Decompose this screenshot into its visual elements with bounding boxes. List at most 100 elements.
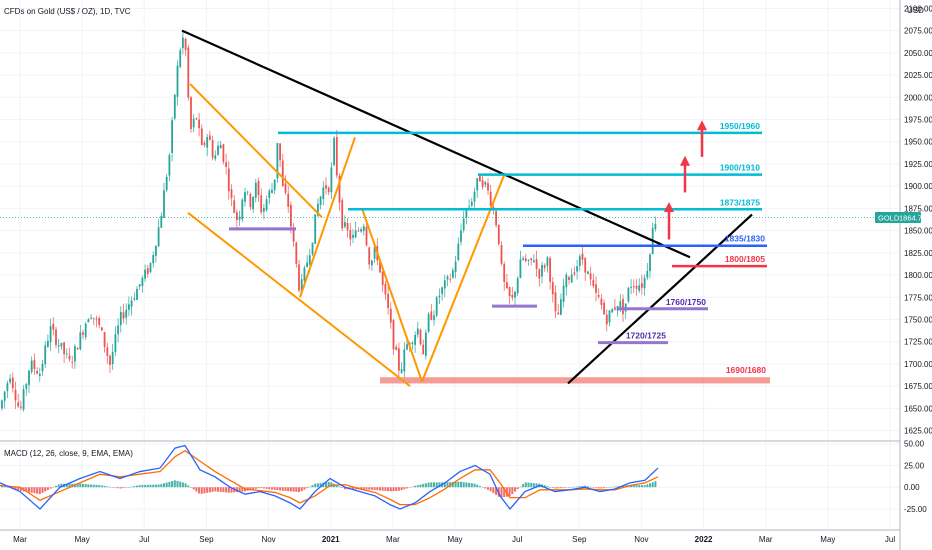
candle-body: [406, 344, 408, 350]
candle-body: [384, 283, 387, 295]
macd-histogram-bar: [300, 487, 303, 492]
candle-body: [14, 389, 17, 401]
candle-body: [249, 193, 252, 208]
candle-body: [71, 361, 74, 363]
macd-histogram-bar: [265, 487, 268, 489]
macd-histogram-bar: [17, 487, 20, 491]
price-tick-label: 1700.00: [904, 360, 932, 369]
candle-body: [416, 328, 419, 335]
candle-body: [503, 263, 506, 283]
macd-histogram-bar: [603, 487, 606, 489]
macd-histogram-bar: [144, 484, 147, 488]
candle-body: [128, 304, 130, 310]
time-axis[interactable]: Mar May Jul Sep Nov 2021 Mar May Jul Sep Nov 2022 Ma…: [13, 535, 895, 544]
macd-histogram-bar: [503, 487, 506, 498]
channel-line: [361, 208, 423, 383]
candle-body: [311, 242, 314, 255]
candle-body: [82, 332, 84, 335]
macd-histogram-bar: [543, 485, 546, 488]
macd-histogram-bar: [114, 487, 117, 488]
macd-histogram-bar: [36, 487, 39, 494]
macd-histogram-bar: [111, 487, 114, 488]
candle-body: [87, 319, 90, 323]
macd-histogram-bar: [41, 487, 44, 493]
macd-axis[interactable]: 50.00 25.00 0.00 -25.00: [904, 440, 927, 514]
candle-body: [365, 227, 368, 246]
macd-histogram-bar: [570, 487, 573, 488]
candle-body: [354, 230, 357, 238]
macd-histogram-bar: [119, 487, 122, 489]
macd-histogram-bar: [651, 482, 654, 488]
candle-body: [49, 326, 52, 343]
macd-histogram-bar: [635, 485, 638, 488]
candle-body: [398, 348, 400, 371]
time-tick-label: Sep: [572, 535, 587, 544]
candle-body: [211, 140, 214, 158]
macd-histogram-bar: [103, 485, 106, 488]
candle-body: [254, 182, 257, 198]
candle-body: [608, 310, 611, 323]
price-axis[interactable]: 2100.00 2075.00 2050.00 2025.00 2000.00 1975.…: [904, 4, 932, 435]
candle-body: [581, 253, 584, 260]
candle-body: [263, 208, 265, 212]
macd-histogram-bar: [57, 484, 60, 488]
macd-histogram-bar: [289, 487, 292, 492]
level-label: 1900/1910: [720, 163, 760, 173]
macd-histogram-bar: [546, 486, 549, 488]
candle-body: [573, 272, 576, 275]
macd-histogram-bar: [352, 487, 354, 490]
macd-histogram-bar: [127, 487, 130, 488]
macd-histogram-bar: [241, 487, 244, 492]
macd-histogram-bar: [535, 483, 538, 488]
macd-histogram-bar: [314, 483, 317, 488]
macd-histogram-bar: [227, 487, 230, 493]
channel-line: [187, 212, 411, 387]
trendline: [567, 213, 753, 385]
level-label: 1950/1960: [720, 121, 760, 131]
macd-histogram-bar: [90, 484, 93, 488]
macd-histogram-bar: [411, 486, 414, 488]
time-tick-label: Nov: [261, 535, 275, 544]
candle-body: [163, 190, 165, 218]
candle-body: [632, 286, 635, 288]
macd-histogram-bar: [516, 487, 519, 490]
price-tick-label: 1850.00: [904, 227, 932, 236]
candle-body: [74, 346, 76, 362]
macd-histogram-bar: [470, 483, 473, 488]
price-tick-label: 1625.00: [904, 427, 932, 436]
candle-body: [325, 185, 327, 189]
candle-body: [38, 373, 41, 377]
last-price-badge: GOLD 1864.74: [875, 212, 926, 224]
candle-body: [454, 261, 457, 273]
macd-tick-label: -25.00: [904, 505, 927, 514]
candle-body: [79, 332, 82, 350]
macd-histogram-bar: [109, 486, 111, 488]
macd-histogram-bar: [176, 480, 179, 488]
candle-body: [130, 300, 133, 307]
macd-histogram-bar: [592, 487, 595, 488]
macd-histogram-bar: [198, 487, 201, 494]
candle-body: [152, 255, 155, 264]
candle-body: [346, 222, 349, 231]
macd-histogram-bar: [190, 487, 192, 488]
macd-histogram-bar: [79, 483, 82, 488]
macd-histogram-bar: [640, 485, 643, 488]
macd-histogram-bar: [557, 487, 560, 489]
macd-histogram-bar: [608, 487, 611, 488]
candle-body: [241, 199, 244, 220]
macd-histogram-bar: [460, 481, 462, 488]
candle-body: [290, 204, 292, 227]
macd-histogram-bar: [414, 485, 417, 488]
candle-body: [578, 256, 581, 266]
macd-histogram-bar: [416, 485, 419, 488]
macd-histogram-bar: [82, 483, 84, 488]
candle-body: [597, 294, 600, 297]
candle-body: [55, 329, 57, 345]
candle-body: [260, 195, 263, 213]
candle-body: [649, 254, 651, 272]
macd-histogram-bar: [160, 484, 163, 488]
candle-body: [84, 323, 87, 338]
macd-histogram-bar: [208, 487, 211, 493]
macd-tick-label: 50.00: [904, 440, 925, 449]
macd-histogram-bar: [532, 483, 535, 488]
